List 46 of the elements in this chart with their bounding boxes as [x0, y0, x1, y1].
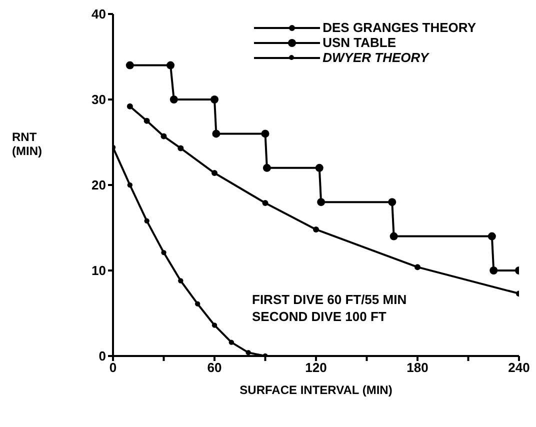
point	[261, 130, 270, 138]
point	[126, 103, 133, 110]
point	[161, 250, 166, 256]
x-tick-label: 180	[406, 360, 428, 376]
point	[490, 266, 498, 274]
point	[178, 278, 184, 284]
y-tick-label: 20	[92, 178, 106, 193]
x-tick-label: 60	[207, 360, 222, 376]
point	[194, 301, 200, 306]
point	[388, 198, 396, 206]
point	[144, 218, 150, 224]
point	[170, 96, 178, 104]
point	[315, 164, 324, 172]
point	[212, 170, 218, 176]
point	[212, 130, 220, 138]
point	[317, 198, 326, 206]
point	[144, 118, 150, 124]
legend-label: DWYER THEORY	[322, 50, 429, 65]
point	[212, 322, 218, 328]
legend-label: DES GRANGES THEORY	[322, 20, 476, 35]
point	[414, 264, 420, 270]
point	[126, 61, 134, 70]
point	[228, 340, 234, 345]
point	[313, 226, 319, 232]
y-tick-label: 30	[92, 92, 106, 108]
point	[262, 200, 268, 206]
y-tick-label: 10	[92, 263, 106, 278]
point	[210, 96, 218, 104]
annotation: SECOND DIVE 100 FT	[252, 309, 386, 324]
point	[166, 61, 175, 70]
y-tick-label: 0	[98, 348, 106, 364]
x-tick-label: 240	[508, 360, 530, 376]
point	[262, 164, 271, 172]
x-tick-label: 0	[109, 360, 117, 376]
x-axis-title: SURFACE INTERVAL (MIN)	[238, 383, 394, 397]
point	[488, 232, 496, 240]
point	[178, 145, 184, 152]
point	[390, 232, 398, 240]
point	[160, 133, 167, 140]
y-tick-label: 40	[92, 6, 106, 22]
x-tick-label: 120	[305, 360, 327, 376]
point	[246, 350, 251, 356]
annotation: FIRST DIVE 60 FT/55 MIN	[252, 292, 407, 307]
point	[127, 182, 133, 188]
legend-label: USN TABLE	[322, 35, 396, 50]
y-axis-title: RNT (MIN)	[12, 130, 43, 158]
